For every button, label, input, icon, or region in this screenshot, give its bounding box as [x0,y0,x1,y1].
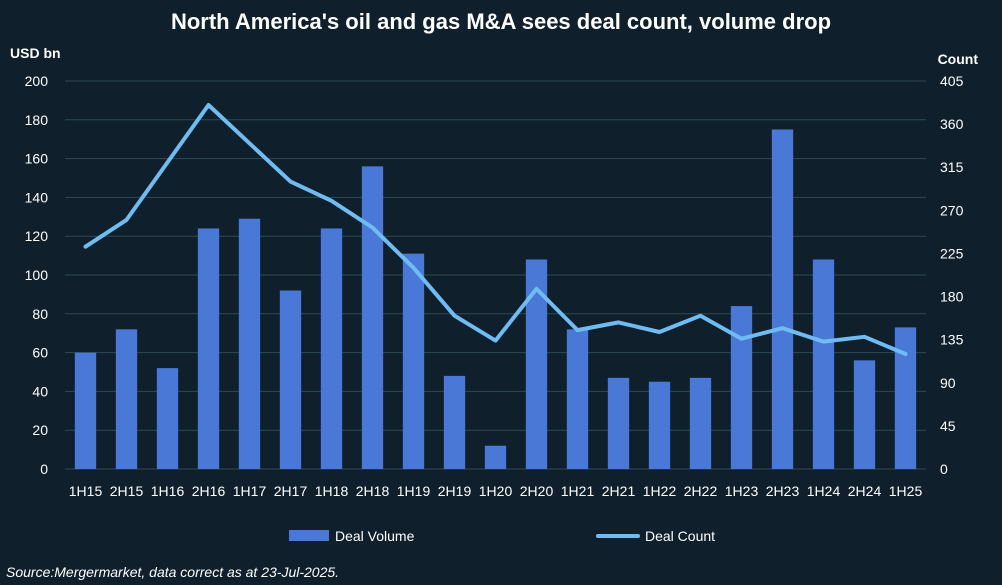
x-tick-label: 2H17 [274,483,308,499]
deal-count-point [536,288,537,290]
x-tick-label: 1H22 [643,483,677,499]
left-tick-label: 180 [25,112,49,128]
right-tick-label: 0 [940,461,948,477]
x-tick-label: 1H23 [725,483,759,499]
deal-count-point [372,227,373,229]
right-tick-label: 225 [940,245,964,261]
right-tick-label: 135 [940,332,964,348]
right-axis-ticks: 0 45 90 135 180 225 270 315 360 405 [940,73,964,477]
bar-deal-volume [238,218,261,469]
x-tick-label: 2H15 [110,483,144,499]
x-tick-label: 1H16 [151,483,185,499]
bar-deal-volume [607,377,630,469]
deal-count-point [454,315,455,317]
right-tick-label: 180 [940,289,964,305]
deal-count-point [331,200,332,202]
x-axis-ticks: 1H15 2H15 1H16 2H16 1H17 2H17 1H18 2H18 1H19 2H19… [69,483,923,499]
bar-deal-volume [320,228,343,469]
deal-count-point [618,321,619,323]
x-tick-label: 1H24 [807,483,841,499]
x-tick-label: 2H20 [520,483,554,499]
bar-deal-volume [156,368,179,469]
right-tick-label: 360 [940,116,964,132]
left-tick-label: 0 [40,461,48,477]
x-tick-label: 1H19 [397,483,431,499]
right-tick-label: 45 [940,418,956,434]
deal-count-point [413,267,414,269]
bar-deal-volume [74,352,97,469]
left-tick-label: 60 [32,345,48,361]
deal-count-point [782,327,783,329]
right-tick-label: 315 [940,159,964,175]
legend-label-deal-volume: Deal Volume [335,528,415,544]
bar-deal-volume [525,259,548,469]
deal-count-point [823,341,824,343]
left-axis-ticks: 0 20 40 60 80 100 120 140 160 180 200 [25,73,49,477]
legend: Deal Volume Deal Count [289,528,715,544]
deal-count-point [495,340,496,342]
x-tick-label: 1H15 [69,483,103,499]
left-tick-label: 20 [32,422,48,438]
bar-deal-volume [402,253,425,469]
right-axis-unit-label: Count [938,51,979,67]
right-tick-label: 270 [940,202,964,218]
legend-label-deal-count: Deal Count [645,528,715,544]
x-tick-label: 1H25 [889,483,923,499]
x-tick-label: 2H19 [438,483,472,499]
bar-deal-volume [197,228,220,469]
x-tick-label: 1H18 [315,483,349,499]
left-tick-label: 120 [25,228,49,244]
bar-deal-volume [730,306,753,469]
x-tick-label: 2H22 [684,483,718,499]
deal-count-point [659,331,660,333]
deal-count-point [249,142,250,144]
bar-deal-volume [566,329,589,469]
deal-count-point [290,181,291,183]
bar-deal-volume [443,375,466,469]
x-tick-label: 1H20 [479,483,513,499]
deal-count-point [864,336,865,338]
bar-deal-volume [894,327,917,469]
bar-deal-volume [361,166,384,470]
x-tick-label: 2H16 [192,483,226,499]
left-tick-label: 140 [25,189,49,205]
left-tick-label: 80 [32,306,48,322]
left-tick-label: 40 [32,383,48,399]
x-tick-label: 2H24 [848,483,882,499]
x-tick-label: 2H21 [602,483,636,499]
x-tick-label: 2H23 [766,483,800,499]
right-tick-label: 90 [940,375,956,391]
bar-deal-volume [812,259,835,469]
bar-deal-volume [484,445,507,469]
bar-deal-volume [115,329,138,469]
deal-volume-bars [74,129,917,470]
chart-title: North America's oil and gas M&A sees dea… [171,9,831,34]
right-tick-label: 405 [940,73,964,89]
left-tick-label: 160 [25,151,49,167]
deal-count-point [208,104,209,106]
legend-swatch-deal-volume [289,530,329,541]
bar-deal-volume [689,377,712,469]
deal-count-point [905,353,906,355]
deal-count-line-layer [83,103,908,356]
left-tick-label: 100 [25,267,49,283]
deal-count-point [741,338,742,340]
left-axis-unit-label: USD bn [10,45,61,61]
gridlines [65,80,926,470]
x-tick-label: 1H21 [561,483,595,499]
deal-count-point [126,219,127,221]
source-note: Source:Mergermarket, data correct as at … [6,564,339,580]
bar-deal-volume [279,290,302,469]
deal-count-point [85,246,86,248]
left-tick-label: 200 [25,73,49,89]
x-tick-label: 1H17 [233,483,267,499]
bar-deal-volume [648,381,671,469]
deal-count-point [167,161,168,163]
deal-count-point [700,315,701,317]
bar-deal-volume [853,360,876,469]
x-tick-label: 2H18 [356,483,390,499]
deal-count-point [577,329,578,331]
bar-deal-volume [771,129,794,469]
